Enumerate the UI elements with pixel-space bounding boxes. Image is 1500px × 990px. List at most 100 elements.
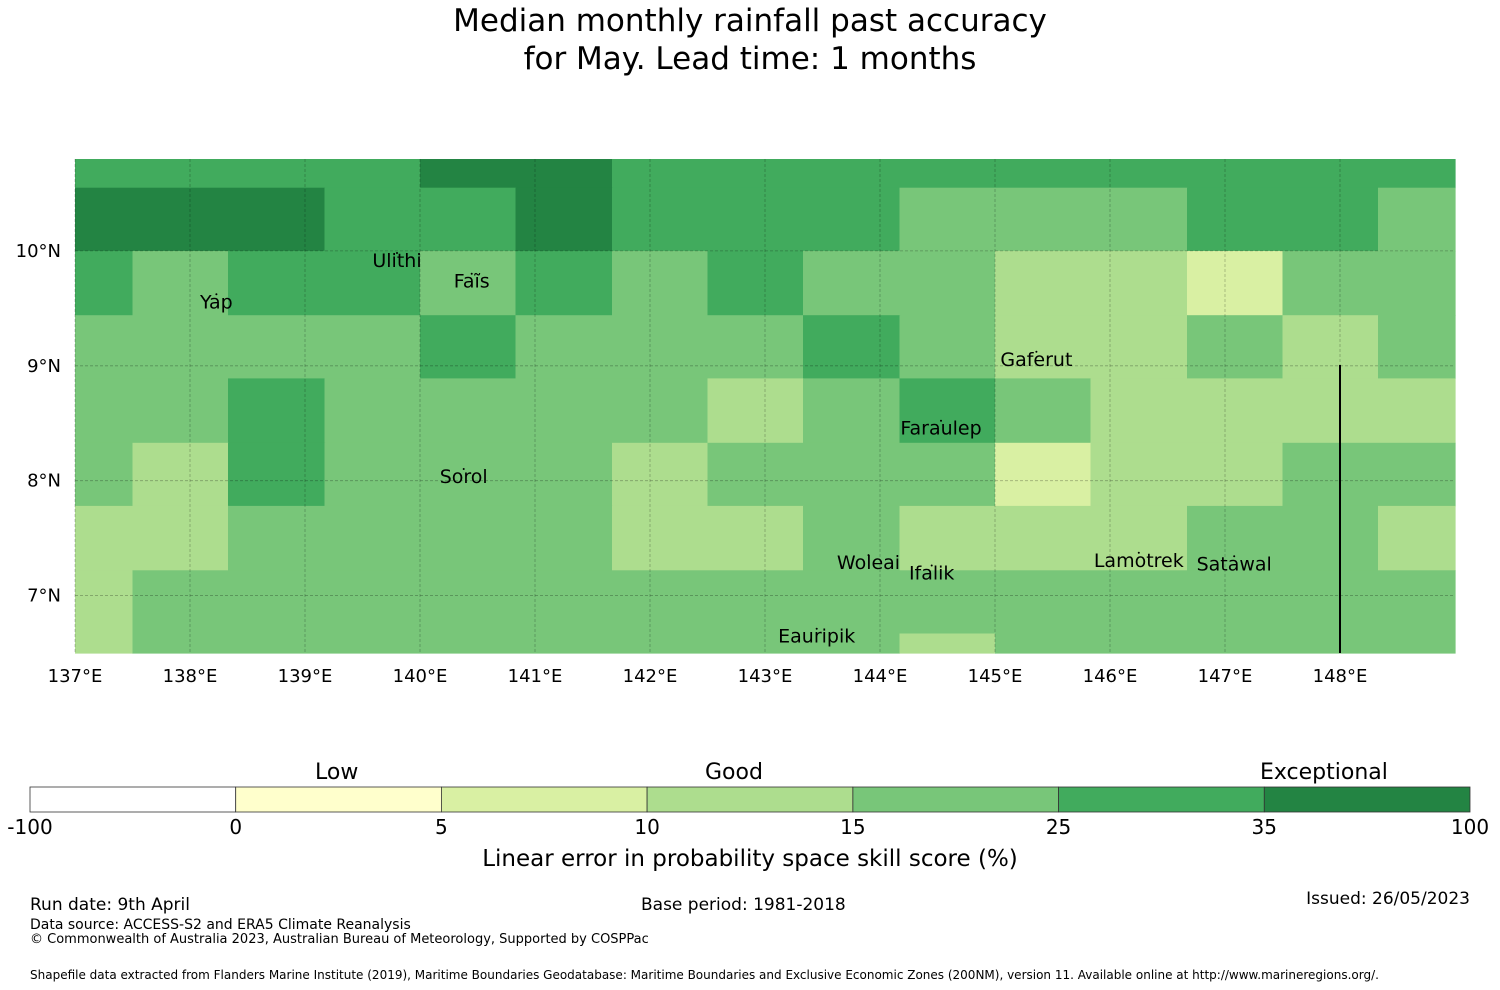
grid-cell bbox=[515, 187, 613, 252]
latitude-tick-label: 10°N bbox=[16, 241, 61, 262]
island-marker bbox=[815, 627, 818, 630]
longitude-tick-label: 146°E bbox=[1083, 666, 1138, 687]
island-marker bbox=[867, 554, 870, 557]
issued-date: Issued: 26/05/2023 bbox=[1306, 889, 1470, 909]
grid-cell bbox=[612, 250, 709, 316]
longitude-tick-label: 143°E bbox=[738, 666, 793, 687]
grid-cell bbox=[612, 187, 901, 252]
grid-cell bbox=[995, 250, 1188, 316]
grid-cell bbox=[803, 315, 901, 379]
place-label: Ulithi bbox=[372, 250, 421, 272]
colorbar-swatches bbox=[29, 786, 1471, 813]
island-marker bbox=[1137, 551, 1140, 554]
data-source: Data source: ACCESS-S2 and ERA5 Climate … bbox=[30, 917, 411, 933]
map-title-line2: for May. Lead time: 1 months bbox=[523, 41, 977, 77]
grid-cell bbox=[420, 250, 517, 316]
longitude-tick-label: 145°E bbox=[968, 666, 1023, 687]
place-label: Woleai bbox=[837, 552, 900, 574]
colorbar-category-exceptional: Exceptional bbox=[1260, 760, 1388, 785]
colorbar-tick-label: -100 bbox=[7, 815, 53, 839]
grid-cell bbox=[995, 315, 1188, 379]
grid-cell bbox=[420, 159, 613, 189]
island-marker bbox=[940, 419, 942, 422]
place-label: Sorol bbox=[440, 466, 488, 488]
latitude-tick-label: 9°N bbox=[27, 356, 61, 377]
grid-cell bbox=[803, 250, 996, 316]
colorbar-swatch bbox=[646, 786, 854, 813]
grid-cell bbox=[1282, 315, 1379, 379]
run-date: Run date: 9th April bbox=[30, 895, 190, 915]
grid-cell bbox=[1282, 250, 1456, 316]
grid-cell bbox=[803, 505, 901, 571]
colorbar-tick-label: 35 bbox=[1251, 815, 1278, 839]
place-label: Faraulep bbox=[900, 418, 981, 440]
grid-cell bbox=[75, 250, 134, 316]
grid-cell bbox=[324, 187, 421, 252]
grid-cell bbox=[75, 187, 326, 252]
grid-cell bbox=[899, 378, 996, 444]
longitude-tick-label: 142°E bbox=[623, 666, 678, 687]
colorbar-tick-label: 5 bbox=[435, 815, 448, 839]
grid-cell bbox=[132, 250, 229, 316]
grid-cell bbox=[515, 315, 804, 379]
island-marker bbox=[1035, 350, 1038, 353]
longitude-tick-label: 140°E bbox=[393, 666, 448, 687]
grid-cell bbox=[707, 378, 804, 444]
grid-cell bbox=[899, 187, 1188, 252]
place-labels: Ulithi Faĩs Yap Gaferut Faraulep Sorol Woleai I… bbox=[199, 250, 1272, 648]
colorbar-swatch bbox=[440, 786, 648, 813]
grid-cell bbox=[1378, 187, 1456, 252]
place-label: Satawal bbox=[1197, 553, 1272, 575]
grid-cell bbox=[899, 633, 996, 654]
colorbar-swatch bbox=[1263, 786, 1471, 813]
island-marker bbox=[462, 468, 465, 470]
colorbar-tick-label: 10 bbox=[634, 815, 660, 839]
grid-cell bbox=[75, 315, 421, 379]
grid-cell bbox=[1187, 187, 1379, 252]
grid-cell bbox=[228, 250, 421, 316]
grid-cell bbox=[803, 378, 901, 444]
skill-score-grid bbox=[75, 159, 1456, 654]
latitude-tick-label: 8°N bbox=[27, 471, 61, 492]
grid-cell bbox=[420, 315, 517, 379]
grid-cell bbox=[343, 159, 421, 189]
grid-cell bbox=[707, 442, 996, 507]
grid-cell bbox=[707, 250, 804, 316]
colorbar-tick-label: 0 bbox=[229, 815, 243, 839]
place-label: Faĩs bbox=[454, 271, 490, 293]
colorbar-swatch bbox=[29, 786, 237, 813]
map-title-line1: Median monthly rainfall past accuracy bbox=[453, 3, 1047, 39]
grid-cell bbox=[515, 250, 613, 316]
longitude-tick-label: 148°E bbox=[1313, 666, 1368, 687]
grid-cell bbox=[995, 378, 1092, 444]
place-label: Yap bbox=[199, 291, 233, 313]
longitude-tick-label: 137°E bbox=[48, 666, 103, 687]
colorbar-tick-label: 15 bbox=[840, 815, 866, 839]
longitude-tick-label: 138°E bbox=[163, 666, 218, 687]
grid-cell bbox=[324, 442, 613, 507]
colorbar-tick-label: 100 bbox=[1450, 815, 1490, 839]
colorbar-axis-label: Linear error in probability space skill … bbox=[482, 846, 1018, 872]
longitude-tick-label: 139°E bbox=[278, 666, 333, 687]
shapefile-credit: Shapefile data extracted from Flanders M… bbox=[30, 968, 1379, 982]
island-marker bbox=[396, 252, 398, 254]
grid-cell bbox=[1090, 378, 1456, 444]
island-marker bbox=[215, 293, 218, 296]
colorbar-swatch bbox=[852, 786, 1060, 813]
grid-cell bbox=[1378, 315, 1456, 379]
colorbar-category-good: Good bbox=[705, 760, 763, 785]
grid-cell bbox=[420, 187, 517, 252]
grid-cell bbox=[899, 505, 1188, 571]
grid-cell bbox=[228, 378, 326, 444]
grid-cell bbox=[995, 442, 1092, 507]
grid-cell bbox=[75, 570, 134, 654]
grid-cell bbox=[75, 505, 229, 571]
island-marker bbox=[470, 272, 473, 275]
grid-cell bbox=[75, 378, 229, 444]
longitude-tick-label: 144°E bbox=[853, 666, 908, 687]
island-marker bbox=[930, 564, 933, 567]
base-period: Base period: 1981-2018 bbox=[641, 895, 846, 915]
grid-cell bbox=[1187, 250, 1284, 316]
grid-cell bbox=[132, 442, 229, 507]
